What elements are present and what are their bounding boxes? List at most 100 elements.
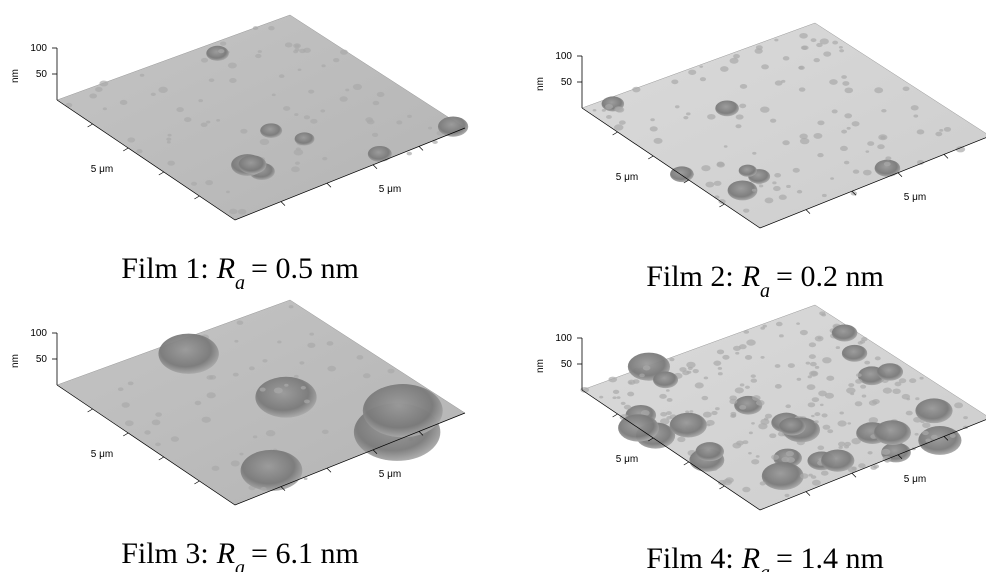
pit [918,426,961,455]
pit [742,440,748,444]
pit [786,451,794,457]
afm-panel: 10050nm5 μm5 μmFilm 3:Ra= 6.1 nm [10,300,465,572]
pit [262,359,267,362]
pit [675,105,680,108]
pit [847,127,851,130]
caption-subscript: a [235,272,245,294]
pit [858,463,865,468]
pit [238,209,247,215]
pit [868,451,873,454]
z-unit: nm [10,354,21,368]
pit [809,354,816,359]
pit [202,417,211,423]
pit [229,209,237,215]
pit [253,435,257,438]
edge-tick [327,468,331,472]
pit [817,120,824,125]
pit [817,153,823,157]
edge-tick [194,196,199,199]
pit [866,150,870,152]
edge-tick [613,414,618,417]
pit [209,78,215,82]
caption-prefix: Film 3: [121,537,209,570]
pit [832,41,838,45]
pit [748,452,752,454]
pit [241,450,303,491]
pit [220,42,226,46]
pit [103,107,107,110]
pit [226,191,230,194]
pit [812,480,821,486]
x-axis-label: 5 μm [91,449,113,460]
pit [125,420,134,426]
pit [842,345,867,362]
pit [919,377,923,380]
pit [279,74,285,78]
pit [615,107,624,113]
pit [643,365,651,370]
pit [820,404,824,406]
surface [57,15,465,220]
pit [806,362,811,365]
pit [127,137,135,142]
pit [874,87,883,93]
pit [855,379,862,384]
pit [756,400,765,406]
pit [735,124,741,128]
pit [685,410,689,413]
pit [774,39,778,42]
pit [751,459,759,464]
pit [902,394,910,400]
afm-panel: 10050nm5 μm5 μmFilm 2:Ra= 0.2 nm [535,23,986,302]
pit [158,334,218,374]
pit [735,352,739,355]
pit [628,380,636,385]
pit [605,104,613,109]
pit [621,402,626,405]
pit [231,460,240,466]
z-unit: nm [535,359,546,373]
pit [285,42,293,47]
pit [299,361,304,364]
pit [632,87,640,93]
pit [602,109,606,112]
edge-tick [419,146,423,150]
pit [931,435,938,440]
pit [654,138,663,144]
pit [779,334,784,337]
pit [233,373,239,377]
pit [624,405,631,410]
pit [765,414,772,419]
pit [775,364,781,368]
edge-tick [88,124,93,127]
edge-tick [123,148,128,151]
pit [234,340,238,343]
pit [201,58,208,63]
pit [837,420,846,426]
pit [875,356,881,360]
pit [711,411,717,415]
pit [724,145,728,147]
pit [229,78,236,83]
pit [802,45,809,49]
z-tick-label: 50 [561,359,573,370]
pit [167,141,171,144]
pit [304,115,310,119]
pit [99,81,108,87]
z-tick-label: 50 [561,77,573,88]
pit [775,80,783,85]
pit [706,420,715,426]
pit [869,400,877,406]
pit [671,79,678,84]
pit [796,322,800,325]
pit [377,92,385,97]
pit [284,384,288,387]
pit [814,412,820,416]
pit [781,457,789,462]
pit [839,46,843,49]
pit [619,120,626,125]
pit [184,117,191,122]
pit [718,367,722,370]
pit [742,487,750,492]
caption-subscript: a [760,280,770,302]
